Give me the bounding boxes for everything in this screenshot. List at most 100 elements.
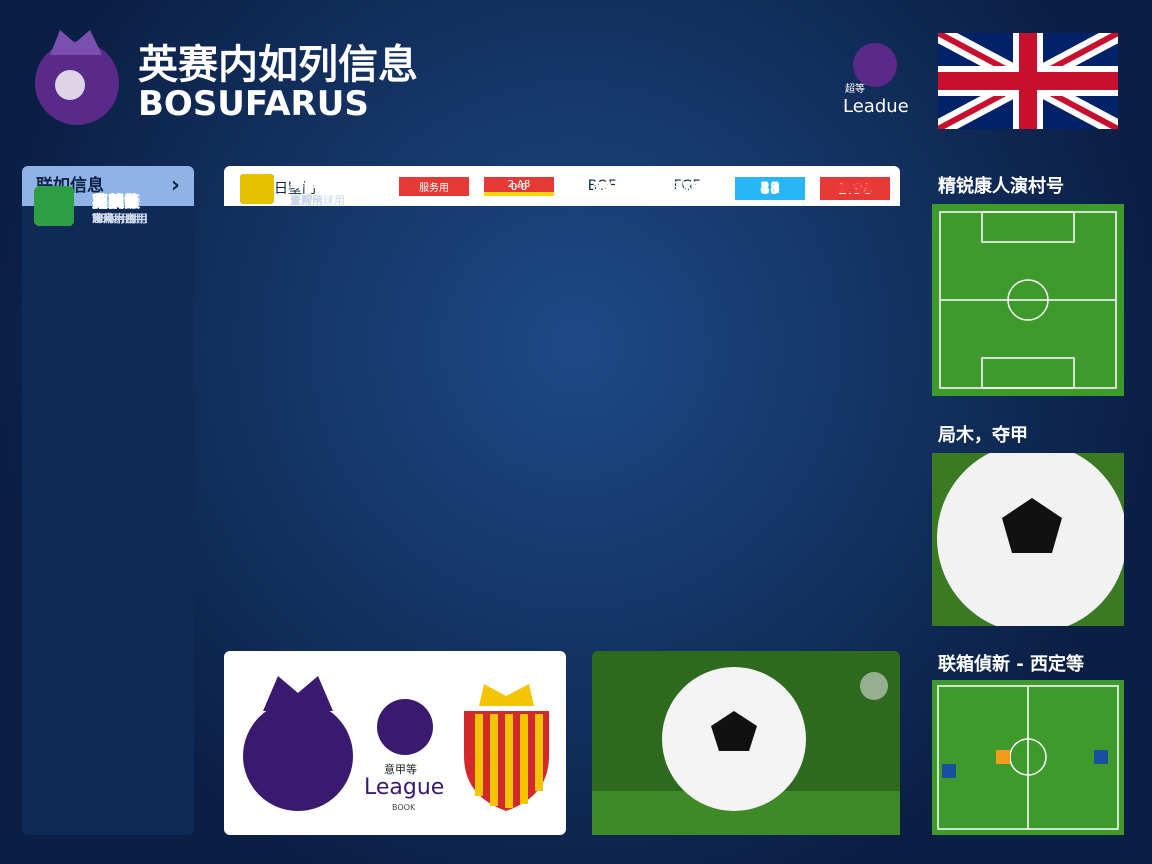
team-sub: 丁开用	[290, 194, 323, 207]
table-cell: 121	[671, 178, 703, 197]
table-cell: 18	[591, 178, 613, 197]
table-cell: ··	[430, 182, 438, 193]
table-cell: 2.39	[837, 178, 873, 197]
table-cell: 19	[591, 178, 613, 197]
table-cell: 18	[759, 178, 781, 197]
team-name: 莱到队	[92, 192, 141, 211]
table-cell: 22	[591, 178, 613, 197]
flag	[938, 33, 1118, 129]
team-sub: 丁南用由用	[92, 212, 147, 225]
team-sub: WIO	[290, 192, 313, 205]
formation-pitch	[932, 680, 1124, 835]
table-cell: 24	[591, 178, 613, 197]
badge-title: 超等	[845, 84, 865, 95]
table-cell: 127	[671, 178, 703, 197]
table-cell: 285	[671, 178, 703, 197]
table-cell: ··	[430, 182, 438, 193]
ball-photo	[592, 651, 900, 835]
logo-card: 意甲等 League BOOK	[224, 651, 566, 835]
column-header: BOF	[587, 178, 617, 194]
table-cell: 29	[759, 178, 781, 197]
team-name: 克明	[92, 192, 125, 211]
table-cell: 18	[759, 178, 781, 197]
team-icon	[34, 186, 74, 226]
team-sub: 元开用	[290, 194, 323, 207]
logo-caption: 意甲等	[384, 763, 417, 776]
table-cell: 服务用	[399, 177, 469, 196]
badge-logo	[853, 43, 897, 87]
table-cell: 18	[591, 178, 613, 197]
panel-title: 精锐康人演村号	[938, 176, 1064, 197]
panel-title: 联箱偵新 - 西定等	[938, 654, 1085, 675]
team-sub: 十开十球用	[290, 194, 345, 207]
logo-small	[377, 699, 433, 755]
table-cell: 16	[591, 178, 613, 197]
table-cell: 11.22	[832, 178, 878, 197]
table-cell: 34	[759, 178, 781, 197]
team-name: 央联	[290, 175, 318, 191]
team-sub: 开用用	[290, 194, 323, 207]
table-cell: 0-0	[510, 182, 528, 193]
team-name: 英英	[92, 192, 125, 211]
table-cell: 124	[671, 178, 703, 197]
panel-title: 局木，夺甲	[938, 425, 1028, 446]
team-name: 于就量	[290, 175, 332, 191]
table-cell: 2.45	[837, 178, 873, 197]
team-name: 英美	[92, 192, 125, 211]
badge-text: Leadue	[843, 96, 909, 117]
team-name: 曼联	[290, 175, 318, 191]
team-name: 末1	[290, 175, 313, 191]
team-badge	[240, 174, 274, 204]
pitch	[932, 204, 1124, 396]
team-name: 战联	[290, 175, 318, 191]
team-sub: NBA开用用	[92, 212, 149, 225]
team-sub: 丁开用	[290, 194, 323, 207]
table-cell: 0-0	[510, 182, 528, 193]
title: 英赛内如列信息	[138, 42, 418, 88]
table-cell: 24	[591, 178, 613, 197]
table-cell: 0-0	[510, 182, 528, 193]
team-sub: 炎队用	[290, 194, 323, 207]
crest	[464, 684, 549, 811]
team-name: 城助	[290, 175, 318, 191]
team-name: 丰术就量	[290, 175, 346, 191]
subtitle: BOSUFARUS	[138, 84, 369, 124]
table-cell: 775	[671, 178, 703, 197]
table-cell: 2.31	[837, 178, 873, 197]
logo-small-text: BOOK	[392, 803, 416, 812]
table: 联队日墅门EG月倒月BOFFGF大日86月曼联大兵队··0-014124751.…	[224, 166, 900, 624]
table-cell: 85	[735, 177, 805, 200]
table-cell: 331	[671, 178, 703, 197]
table-cell: 14	[591, 178, 613, 197]
team-name: 用联	[290, 175, 318, 191]
team-sub: T开用用用	[92, 212, 143, 225]
team-name: 南就等	[92, 192, 141, 211]
table-cell: ··	[430, 182, 438, 193]
table-cell: 1.98	[820, 177, 890, 200]
team-sub: 地线水用用	[92, 212, 147, 225]
table-cell: 2.A8	[484, 177, 554, 192]
team-sub: W开用用	[92, 212, 136, 225]
team-name: 墨用	[290, 175, 318, 191]
team-name: 英甲	[92, 192, 125, 211]
table-cell: 1.64	[837, 178, 873, 197]
table-cell: 41	[759, 178, 781, 197]
ball-image	[932, 453, 1124, 626]
logo-big	[243, 676, 353, 811]
table-cell: 5.59	[837, 178, 873, 197]
table-cell: ··	[430, 182, 438, 193]
table-cell: 186	[671, 178, 703, 197]
table-cell: 150	[671, 178, 703, 197]
league-logo	[35, 30, 119, 125]
table-cell: 177	[671, 178, 703, 197]
table-cell: 2.63	[837, 178, 873, 197]
team-sub: 风用用用	[92, 212, 136, 225]
sidebar: 联如信息› 英美W开用用南就等地线水用用为队鱼开风用服就量丁南用由用克明风用用用…	[22, 166, 194, 835]
team-sub: 蓝用用	[290, 194, 323, 207]
team-sub: 开风用	[92, 212, 125, 225]
logo-wordmark: League	[364, 775, 445, 800]
table-cell: 21	[759, 178, 781, 197]
team-sub: 十十用开用	[92, 212, 147, 225]
table-cell: 64	[591, 178, 613, 197]
